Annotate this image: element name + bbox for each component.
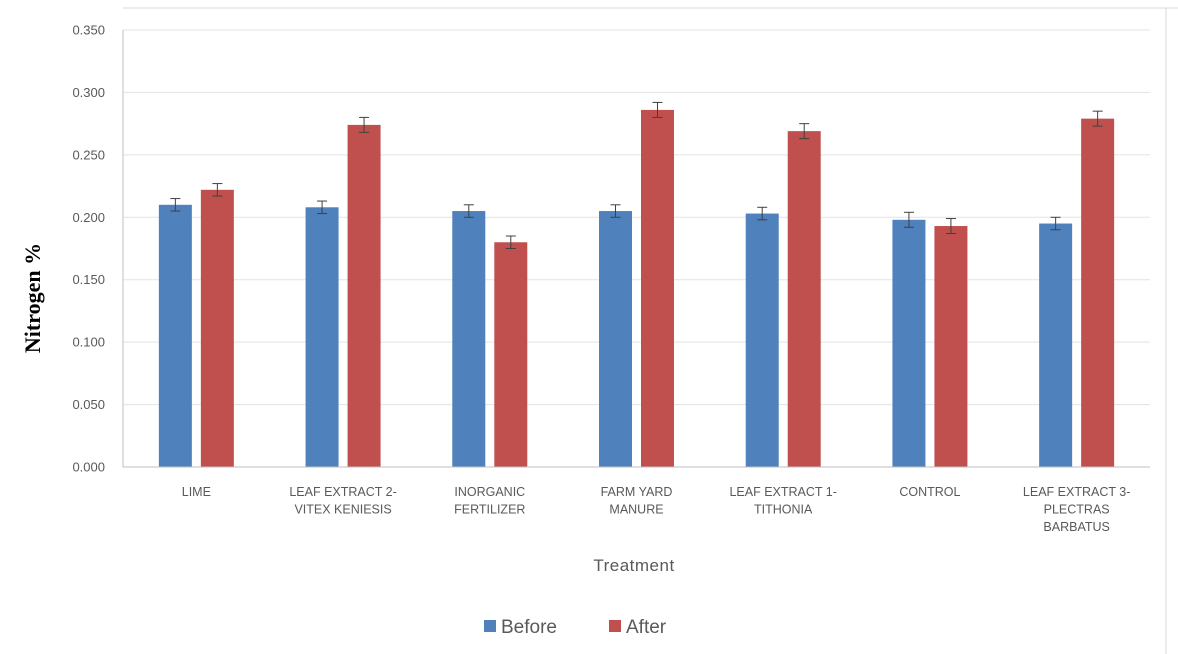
bar-before [158, 204, 192, 468]
bar-before [599, 211, 632, 467]
y-tick-label: 0.350 [72, 23, 105, 38]
y-tick-label: 0.000 [72, 460, 105, 475]
y-axis-title: Nitrogen % [20, 243, 45, 353]
gridlines [123, 29, 1150, 406]
legend-label-before: Before [501, 617, 557, 638]
x-category-label: LEAF EXTRACT 1-TITHONIA [729, 485, 836, 517]
y-tick-label: 0.100 [72, 335, 105, 350]
x-axis-categories: LIME LEAF EXTRACT 2-VITEX KENIESIS INORGAN… [182, 485, 1131, 534]
y-tick-label: 0.150 [72, 272, 105, 287]
bar-after [347, 124, 381, 468]
legend-swatch-after [609, 620, 621, 632]
legend-label-after: After [626, 617, 667, 638]
x-category-label: LEAF EXTRACT 2-VITEX KENIESIS [289, 485, 396, 517]
y-tick-label: 0.300 [72, 85, 105, 100]
x-category-label: CONTROL [899, 485, 960, 499]
axes [122, 7, 1178, 654]
bar-after [641, 109, 674, 467]
x-category-label: FARM YARD MANURE [601, 485, 673, 517]
y-axis-ticks: 0.000 0.050 0.100 0.150 0.200 0.250 0.300 0.350 [72, 23, 105, 475]
bar-after [934, 226, 968, 467]
bar-before [452, 211, 486, 467]
y-tick-label: 0.250 [72, 147, 105, 162]
legend: Before After [484, 617, 667, 638]
bar-before [892, 219, 926, 467]
bar-after [1081, 118, 1115, 468]
x-category-label: INORGANIC FERTILIZER [454, 485, 525, 517]
bar-before [1039, 223, 1073, 467]
bar-after [787, 131, 821, 468]
bar-before [305, 207, 339, 467]
y-tick-label: 0.200 [72, 210, 105, 225]
x-category-label: LIME [182, 485, 211, 499]
bars [158, 101, 1115, 468]
bar-after [200, 189, 234, 467]
y-tick-label: 0.050 [72, 397, 105, 412]
bar-after [494, 242, 528, 467]
bar-before [745, 213, 779, 467]
x-category-label: LEAF EXTRACT 3-PLECTRAS BARBATUS [1023, 485, 1130, 534]
x-axis-title: Treatment [593, 556, 674, 575]
legend-swatch-before [484, 620, 496, 632]
